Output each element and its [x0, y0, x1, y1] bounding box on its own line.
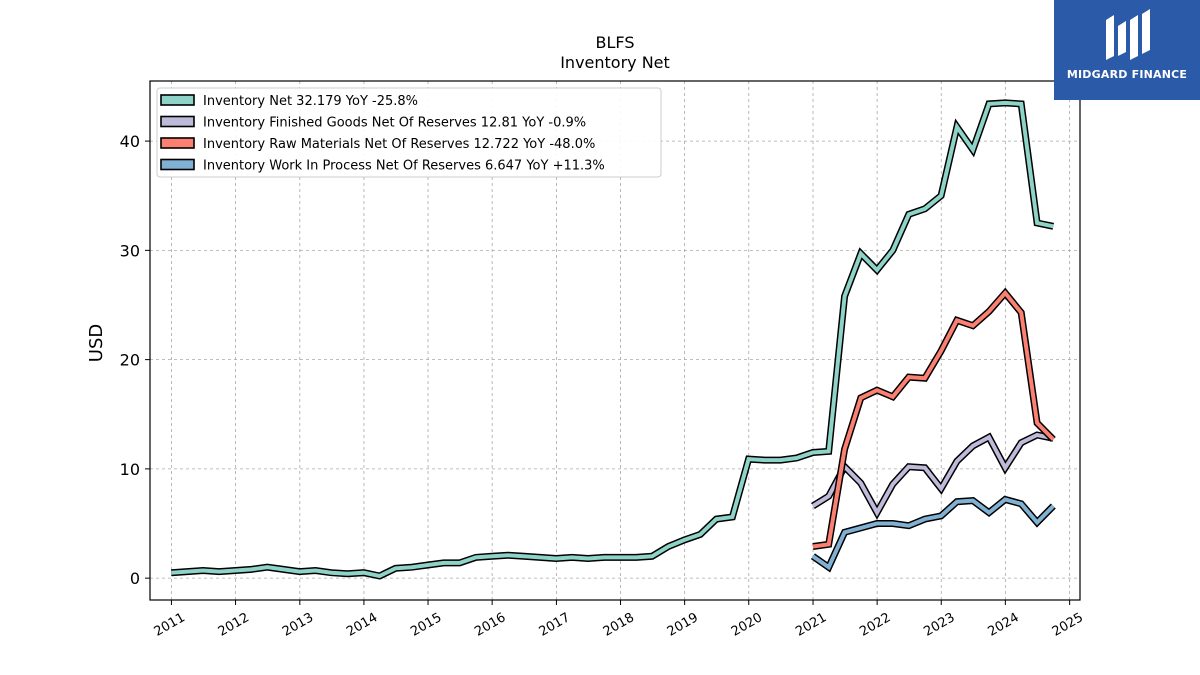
x-tick-label: 2024: [986, 610, 1022, 640]
brand-logo: MIDGARD FINANCE: [1054, 0, 1200, 100]
x-tick-label: 2023: [921, 610, 957, 640]
series-2: [811, 431, 1054, 520]
series-line: [171, 100, 1054, 579]
y-tick-label: 40: [120, 132, 140, 151]
logo-text: MIDGARD FINANCE: [1066, 68, 1188, 81]
y-axis-label: USD: [86, 324, 107, 362]
legend-label: Inventory Raw Materials Net Of Reserves …: [203, 137, 595, 152]
series-4: [810, 495, 1056, 573]
x-tick-label: 2018: [601, 610, 637, 640]
x-tick-label: 2016: [472, 610, 508, 640]
series-outline: [810, 495, 1056, 573]
y-tick-label: 0: [130, 569, 140, 588]
x-tick-label: 2013: [280, 610, 316, 640]
x-tick-label: 2012: [216, 610, 252, 640]
logo-mark-icon: [1106, 9, 1150, 60]
legend-label: Inventory Net 32.179 YoY -25.8%: [203, 94, 418, 109]
series-layer: [171, 99, 1056, 580]
chart-subtitle: Inventory Net: [560, 53, 670, 72]
x-tick-label: 2014: [344, 610, 380, 640]
series-outline: [812, 287, 1056, 550]
legend-swatch: [160, 115, 195, 128]
legend: Inventory Net 32.179 YoY -25.8% Inventory…: [156, 87, 662, 178]
x-tick-label: 2015: [408, 610, 444, 640]
x-tick-label: 2021: [793, 610, 829, 640]
series-line: [811, 432, 1054, 517]
y-tick-label: 20: [120, 351, 140, 370]
y-tick-label: 30: [120, 241, 140, 260]
x-tick-label: 2025: [1050, 610, 1086, 640]
legend-swatch: [160, 137, 195, 149]
legend-box: [156, 87, 662, 178]
series-3: [812, 287, 1056, 550]
plot-frame: [149, 80, 1081, 601]
series-line: [812, 289, 1055, 549]
y-tick-label: 10: [120, 460, 140, 479]
x-axis: 2011 2012 2013 2014 2015 2016 2017 2018 2019 2020…: [152, 600, 1086, 640]
x-tick-label: 2019: [665, 610, 701, 640]
x-tick-label: 2011: [152, 610, 188, 640]
legend-swatch: [160, 158, 195, 171]
x-tick-label: 2022: [857, 610, 893, 640]
y-axis: 0 10 20 30 40: [120, 132, 150, 588]
legend-swatch: [160, 94, 195, 106]
series-1: [171, 99, 1054, 580]
series-line: [811, 497, 1055, 571]
legend-label: Inventory Work In Process Net Of Reserve…: [203, 159, 605, 174]
chart-title: BLFS: [596, 33, 635, 52]
x-tick-label: 2017: [537, 610, 573, 640]
legend-label: Inventory Finished Goods Net Of Reserves…: [203, 116, 586, 131]
x-tick-label: 2020: [729, 610, 765, 640]
